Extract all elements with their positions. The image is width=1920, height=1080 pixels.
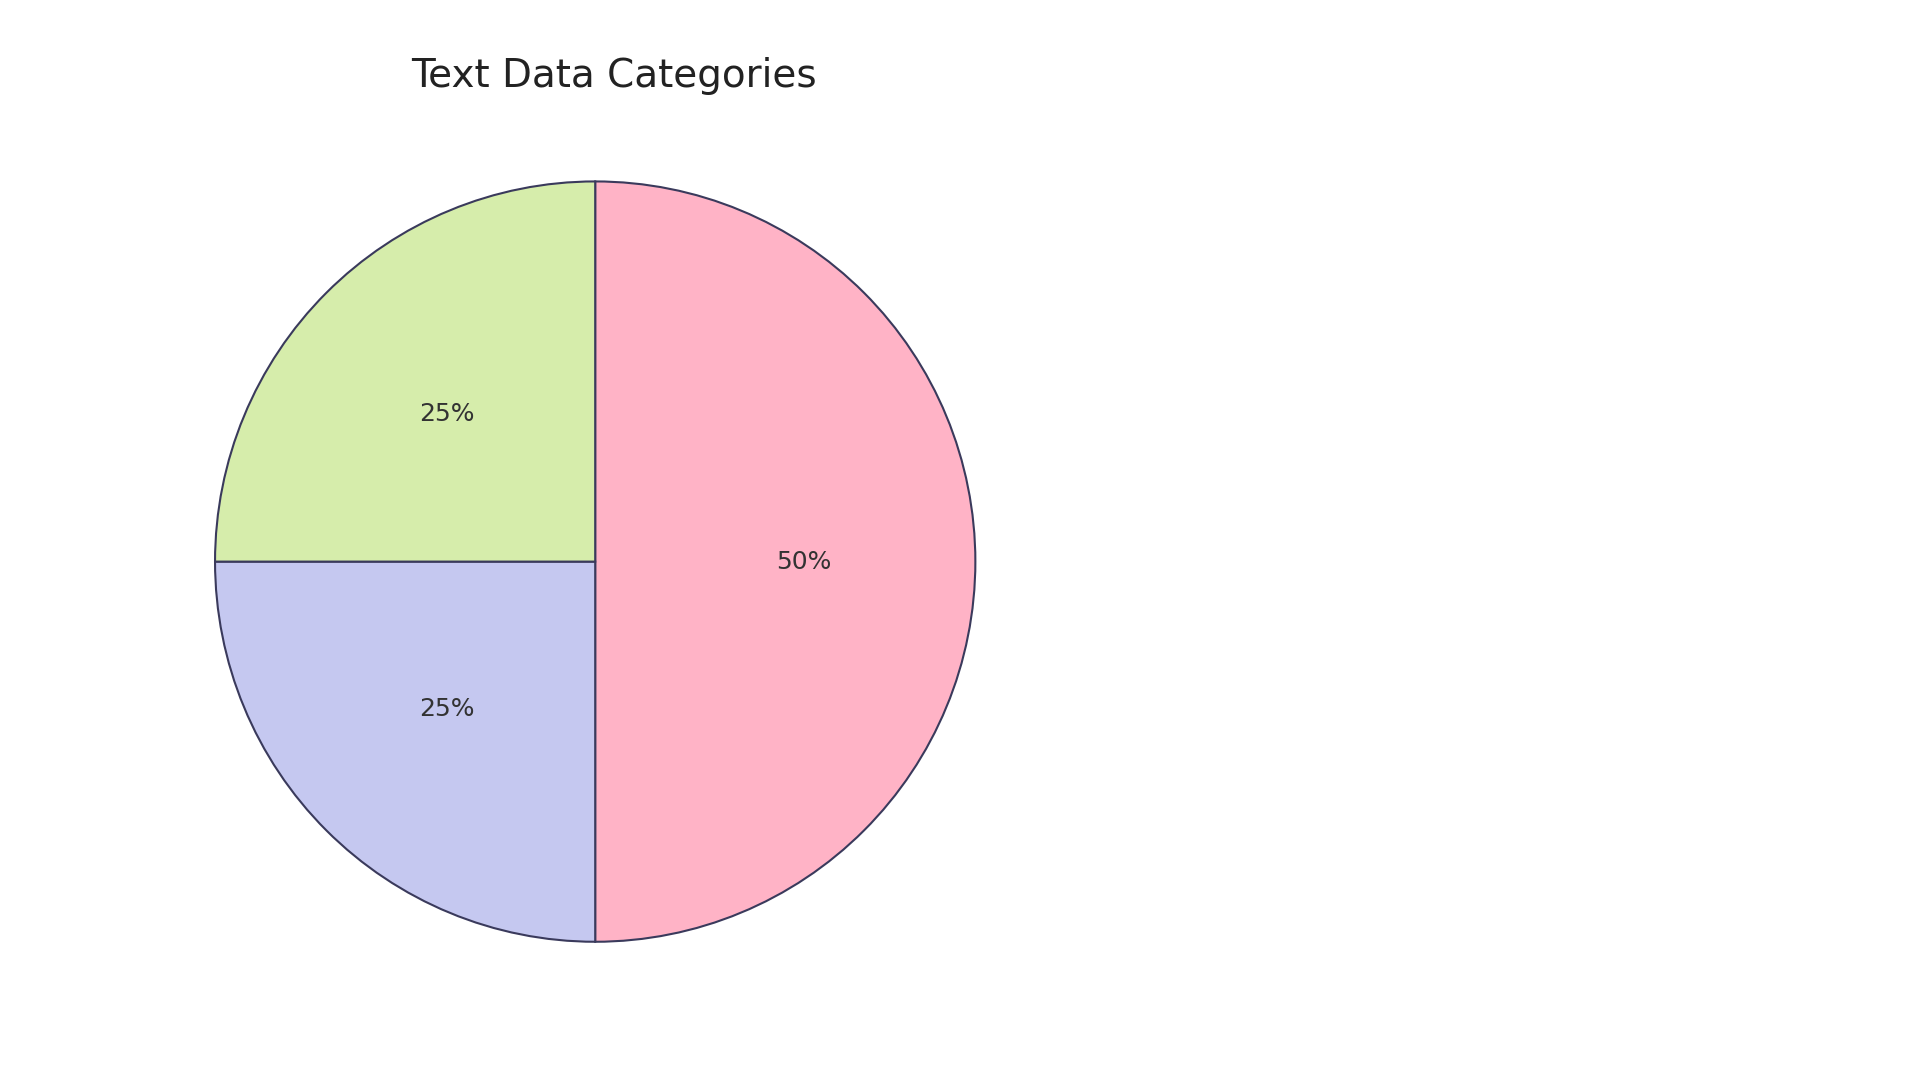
Text: 50%: 50% xyxy=(776,550,831,573)
Wedge shape xyxy=(215,181,595,562)
Wedge shape xyxy=(595,181,975,942)
Text: 25%: 25% xyxy=(420,402,474,426)
Text: Text Data Categories: Text Data Categories xyxy=(411,56,818,95)
Legend: Leaving NDA Web Site, View Cohort Characteristics, Check Spam or Junk Folder: Leaving NDA Web Site, View Cohort Charac… xyxy=(1164,455,1551,625)
Text: 25%: 25% xyxy=(420,698,474,721)
Wedge shape xyxy=(215,562,595,942)
